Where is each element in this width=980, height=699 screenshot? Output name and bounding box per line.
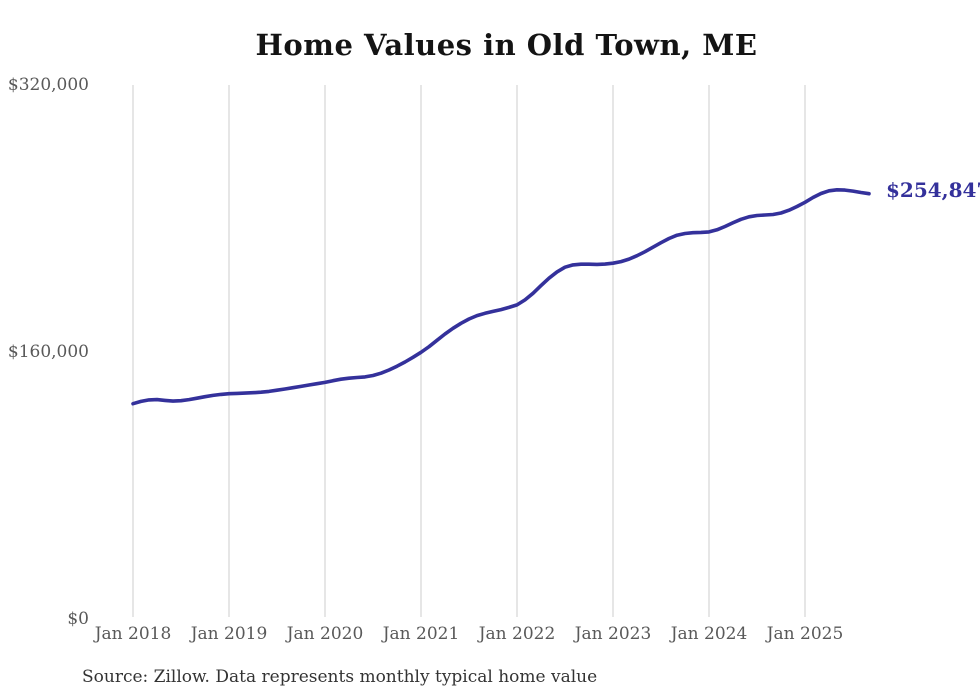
- x-tick-label: Jan 2024: [670, 624, 748, 644]
- x-tick-label: Jan 2021: [382, 624, 460, 644]
- x-tick-label: Jan 2025: [766, 624, 844, 644]
- y-tick-label: $320,000: [7, 75, 89, 95]
- source-note: Source: Zillow. Data represents monthly …: [82, 667, 598, 687]
- x-tick-label: Jan 2019: [190, 624, 268, 644]
- x-tick-label: Jan 2018: [94, 624, 172, 644]
- x-tick-label: Jan 2022: [478, 624, 556, 644]
- latest-value-label: $254,847: [886, 177, 980, 202]
- y-axis: $320,000 $160,000 $0: [0, 0, 89, 699]
- y-tick-label: $160,000: [7, 342, 89, 362]
- x-tick-label: Jan 2020: [286, 624, 364, 644]
- x-tick-label: Jan 2023: [574, 624, 652, 644]
- home-value-line: [131, 188, 871, 406]
- chart-title: Home Values in Old Town, ME: [255, 28, 758, 62]
- y-tick-label: $0: [67, 609, 89, 629]
